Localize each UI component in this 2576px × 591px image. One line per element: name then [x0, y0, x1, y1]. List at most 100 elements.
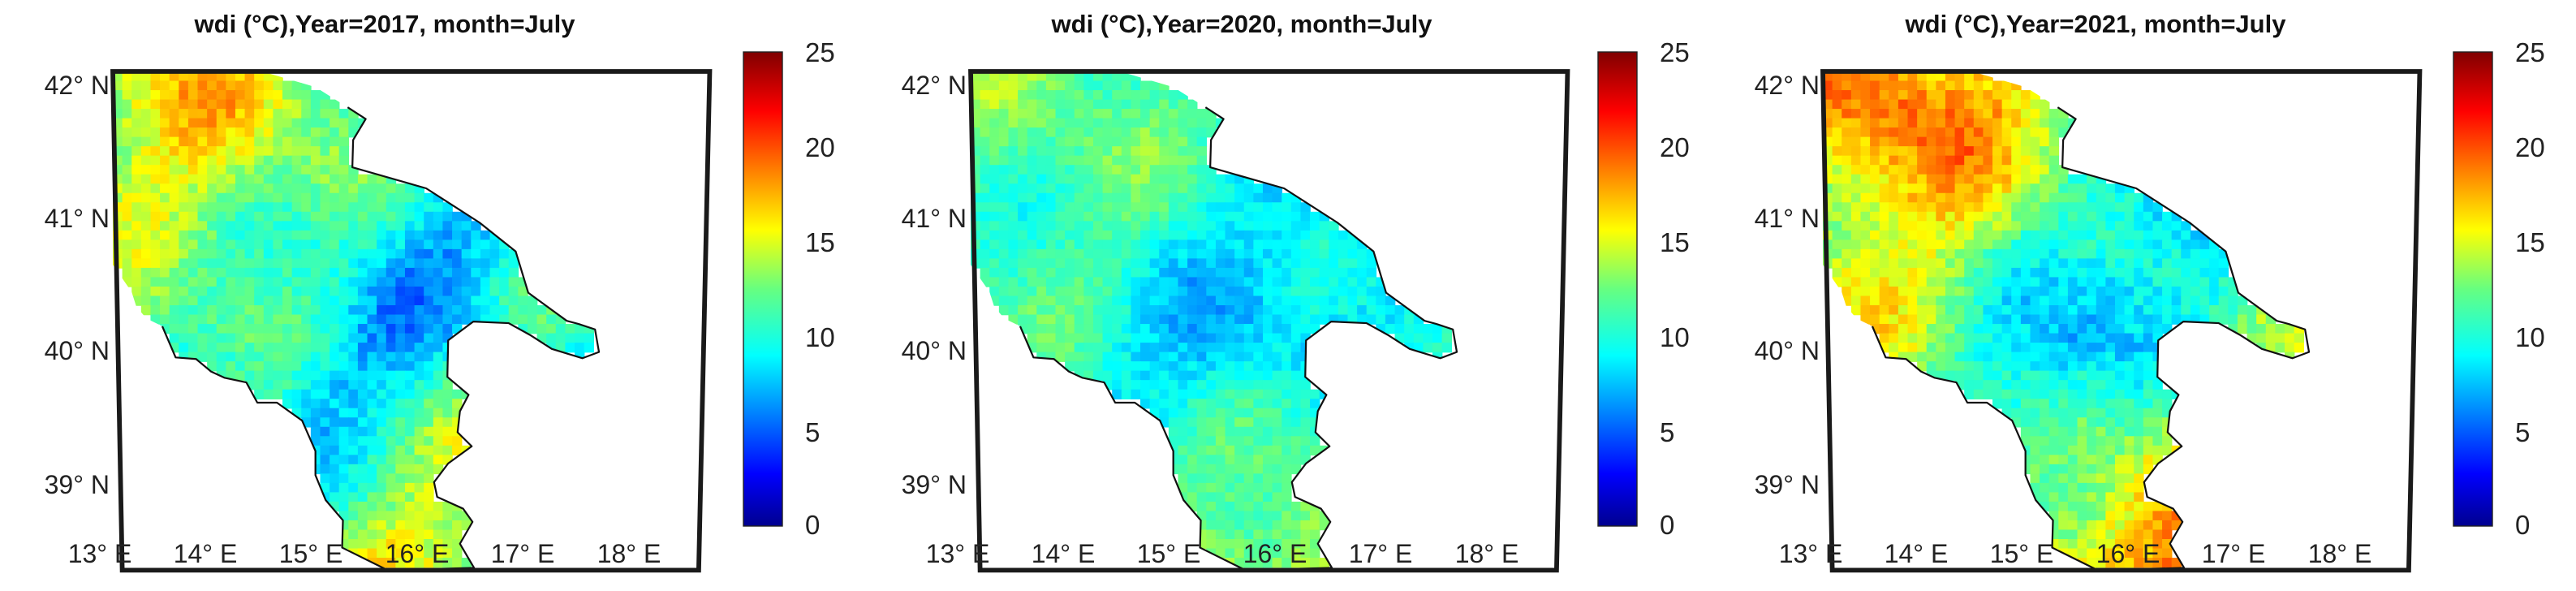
colorbar-tick-5: 5: [2515, 417, 2530, 447]
heatmap-cell: [1262, 324, 1273, 334]
heatmap-cell: [291, 305, 303, 316]
heatmap-cell: [1907, 221, 1918, 231]
heatmap-cell: [1206, 455, 1217, 465]
heatmap-cell: [2058, 211, 2069, 222]
heatmap-cell: [2001, 389, 2013, 399]
heatmap-cell: [2030, 221, 2040, 231]
heatmap-cell: [1065, 296, 1075, 306]
heatmap-cell: [273, 267, 283, 278]
heatmap-cell: [1926, 174, 1937, 185]
heatmap-cell: [1329, 248, 1339, 260]
heatmap-cell: [2011, 118, 2022, 128]
heatmap-cell: [338, 202, 350, 213]
heatmap-cell: [1178, 248, 1188, 260]
heatmap-cell: [1936, 361, 1946, 372]
heatmap-cell: [2087, 417, 2097, 428]
heatmap-cell: [471, 239, 481, 250]
heatmap-cell: [169, 90, 180, 101]
heatmap-cell: [2124, 258, 2134, 269]
heatmap-cell: [140, 286, 152, 297]
heatmap-cell: [1300, 286, 1311, 297]
heatmap-cell: [471, 221, 481, 231]
heatmap-cell: [1936, 277, 1946, 287]
heatmap-cell: [1140, 230, 1151, 241]
heatmap-cell: [1215, 267, 1226, 278]
heatmap-cell: [150, 90, 161, 101]
heatmap-cell: [1926, 267, 1937, 278]
heatmap-cell: [442, 296, 453, 306]
heatmap-cell: [2152, 380, 2163, 390]
heatmap-cell: [2096, 305, 2107, 316]
heatmap-cell: [1149, 258, 1161, 269]
heatmap-cell: [179, 239, 189, 250]
heatmap-cell: [357, 314, 368, 325]
heatmap-cell: [254, 136, 265, 147]
heatmap-cell: [2030, 426, 2040, 438]
heatmap-cell: [1178, 183, 1188, 194]
heatmap-cell: [235, 305, 246, 316]
heatmap-cell: [1954, 165, 1965, 175]
heatmap-cell: [122, 221, 132, 231]
heatmap-cell: [1065, 109, 1075, 119]
heatmap-cell: [282, 324, 293, 334]
heatmap-cell: [1243, 539, 1255, 550]
heatmap-cell: [291, 99, 303, 110]
map-area: [968, 69, 1570, 573]
heatmap-cell: [2134, 511, 2144, 521]
heatmap-cell: [2096, 296, 2107, 306]
heatmap-cell: [330, 258, 340, 269]
heatmap-cell: [555, 324, 566, 334]
heatmap-cell: [1168, 361, 1179, 372]
heatmap-cell: [1121, 165, 1132, 175]
heatmap-cell: [301, 90, 312, 101]
heatmap-cell: [348, 296, 359, 306]
heatmap-cell: [442, 267, 453, 278]
heatmap-cell: [2124, 248, 2134, 260]
heatmap-cell: [1131, 118, 1141, 128]
heatmap-cell: [1272, 277, 1282, 287]
heatmap-cell: [404, 436, 416, 446]
heatmap-cell: [348, 426, 359, 438]
heatmap-cell: [1036, 333, 1047, 343]
heatmap-cell: [1045, 155, 1057, 166]
heatmap-cell: [320, 324, 330, 334]
heatmap-cell: [1954, 99, 1965, 110]
heatmap-cell: [348, 174, 359, 185]
heatmap-cell: [291, 230, 303, 241]
heatmap-cell: [1272, 296, 1282, 306]
heatmap-cell: [2162, 520, 2173, 531]
heatmap-cell: [1404, 314, 1415, 325]
heatmap-cell: [1870, 314, 1880, 325]
heatmap-cell: [1159, 80, 1170, 91]
heatmap-cell: [1243, 211, 1255, 222]
heatmap-cell: [1187, 464, 1198, 475]
heatmap-cell: [169, 202, 180, 213]
heatmap-cell: [1074, 202, 1085, 213]
heatmap-cell: [301, 109, 312, 119]
heatmap-cell: [998, 109, 1010, 119]
heatmap-cell: [1102, 267, 1113, 278]
heatmap-cell: [1131, 192, 1141, 204]
heatmap-cell: [395, 361, 406, 372]
heatmap-cell: [357, 399, 368, 409]
heatmap-cell: [1954, 71, 1965, 82]
heatmap-cell: [338, 455, 350, 465]
heatmap-cell: [179, 146, 189, 157]
heatmap-cell: [414, 482, 424, 494]
heatmap-cell: [1243, 529, 1255, 540]
heatmap-cell: [2077, 202, 2087, 213]
heatmap-cell: [1225, 286, 1235, 297]
heatmap-cell: [2087, 445, 2097, 456]
heatmap-cell: [433, 286, 444, 297]
heatmap-cell: [301, 399, 312, 409]
heatmap-cell: [291, 80, 303, 91]
heatmap-cell: [1850, 71, 1862, 82]
heatmap-cell: [1879, 314, 1890, 325]
heatmap-cell: [489, 305, 500, 316]
heatmap-cell: [395, 370, 406, 381]
heatmap-cell: [2040, 426, 2050, 438]
heatmap-cell: [2040, 408, 2050, 419]
heatmap-cell: [377, 492, 387, 503]
heatmap-cell: [480, 286, 491, 297]
heatmap-cell: [310, 230, 321, 241]
